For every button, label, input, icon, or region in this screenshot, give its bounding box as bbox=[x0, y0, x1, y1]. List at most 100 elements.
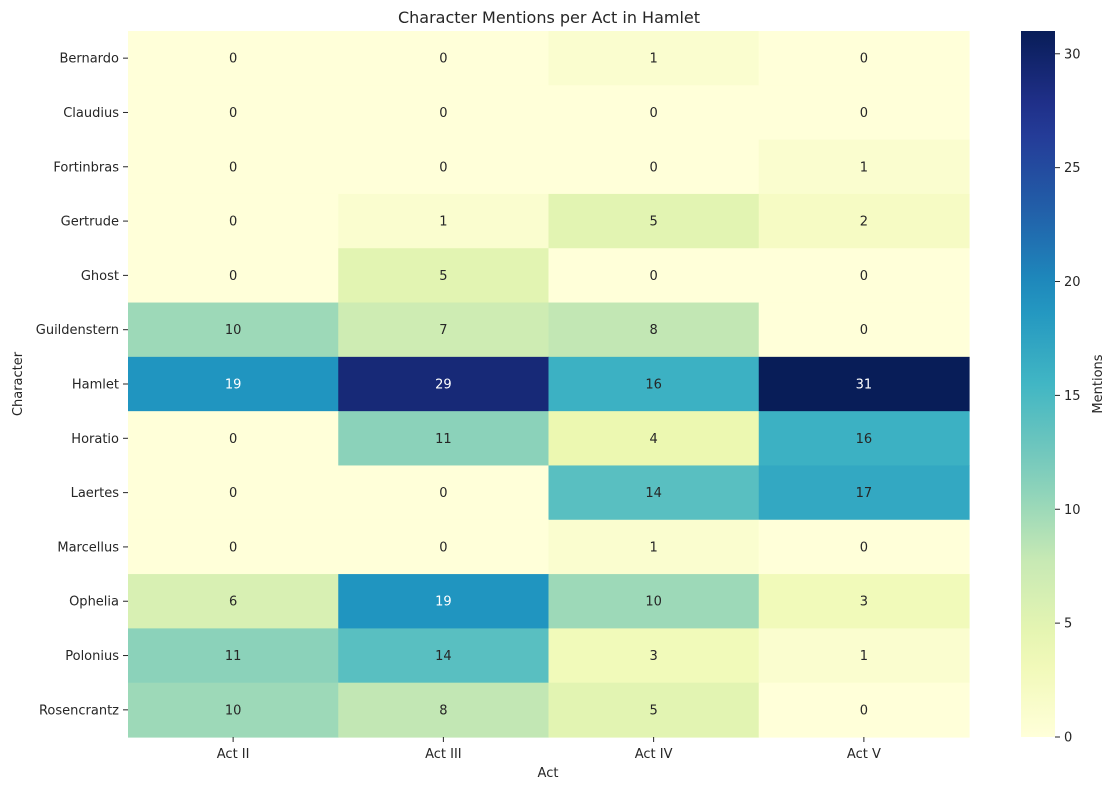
heatmap-cell bbox=[128, 31, 339, 86]
cell-value-label: 10 bbox=[225, 323, 242, 338]
cell-value-label: 0 bbox=[439, 486, 447, 501]
heatmap-cell bbox=[128, 193, 339, 249]
colorbar-tick-label: 20 bbox=[1064, 275, 1081, 290]
cell-value-label: 0 bbox=[860, 52, 868, 67]
x-tick-label: Act IV bbox=[635, 747, 673, 762]
cell-value-label: 5 bbox=[649, 703, 657, 718]
y-tick-label: Polonius bbox=[65, 649, 119, 664]
y-tick-label: Gertrude bbox=[61, 215, 119, 230]
cell-value-label: 0 bbox=[229, 160, 237, 175]
heatmap-cell bbox=[548, 139, 760, 195]
colorbar-label: Mentions bbox=[1091, 354, 1106, 413]
cell-value-label: 1 bbox=[649, 540, 657, 555]
cell-value-label: 1 bbox=[649, 52, 657, 67]
cell-value-label: 0 bbox=[229, 432, 237, 447]
heatmap-cell bbox=[758, 85, 970, 141]
x-tick-label: Act II bbox=[217, 747, 250, 762]
heatmap-cell bbox=[128, 356, 339, 412]
heatmap-cell bbox=[128, 465, 339, 521]
cell-value-label: 0 bbox=[229, 215, 237, 230]
cell-value-label: 4 bbox=[649, 432, 657, 447]
heatmap-cell bbox=[758, 465, 970, 521]
y-tick-label: Rosencrantz bbox=[39, 703, 119, 718]
heatmap-cell bbox=[548, 193, 760, 249]
y-axis-label: Character bbox=[11, 351, 26, 416]
cell-value-label: 1 bbox=[860, 649, 868, 664]
heatmap-cell bbox=[548, 85, 760, 141]
cell-value-label: 0 bbox=[229, 540, 237, 555]
y-tick-label: Guildenstern bbox=[36, 323, 119, 338]
cell-value-label: 8 bbox=[439, 703, 447, 718]
cell-value-label: 5 bbox=[649, 215, 657, 230]
y-tick-label: Bernardo bbox=[59, 52, 119, 67]
heatmap-cell bbox=[758, 682, 970, 738]
y-tick-label: Claudius bbox=[63, 106, 119, 121]
cell-value-label: 0 bbox=[439, 540, 447, 555]
cell-value-label: 0 bbox=[229, 106, 237, 121]
colorbar-tick-label: 10 bbox=[1064, 503, 1081, 518]
heatmap-cell bbox=[548, 465, 760, 521]
cell-value-label: 1 bbox=[860, 160, 868, 175]
heatmap-cell bbox=[548, 574, 760, 629]
heatmap-cell bbox=[128, 574, 339, 629]
heatmap-cell bbox=[128, 85, 339, 141]
heatmap-cell bbox=[548, 31, 760, 86]
cell-value-label: 11 bbox=[435, 432, 452, 447]
heatmap-cell bbox=[758, 519, 970, 575]
heatmap-cell bbox=[758, 248, 970, 304]
cell-value-label: 1 bbox=[439, 215, 447, 230]
cell-value-label: 0 bbox=[439, 52, 447, 67]
cell-value-label: 14 bbox=[435, 649, 452, 664]
heatmap-cell bbox=[128, 411, 339, 467]
cell-value-label: 0 bbox=[649, 160, 657, 175]
heatmap-cell bbox=[758, 628, 970, 684]
cell-value-label: 0 bbox=[860, 323, 868, 338]
cell-value-label: 6 bbox=[229, 595, 237, 610]
cell-value-label: 3 bbox=[649, 649, 657, 664]
cell-value-label: 0 bbox=[439, 106, 447, 121]
colorbar bbox=[1021, 31, 1055, 737]
heatmap-cell bbox=[338, 465, 550, 521]
cell-value-label: 0 bbox=[649, 269, 657, 284]
cell-value-label: 0 bbox=[860, 703, 868, 718]
heatmap-cell bbox=[128, 302, 339, 358]
y-axis-ticks: Bernardo Claudius Fortinbras Gertrude Ghost G… bbox=[36, 52, 128, 718]
heatmap-cell bbox=[128, 628, 339, 684]
heatmap-cell bbox=[338, 519, 550, 575]
cell-value-label: 31 bbox=[856, 378, 873, 393]
heatmap-cell bbox=[758, 139, 970, 195]
heatmap-cell bbox=[548, 248, 760, 304]
cell-value-label: 0 bbox=[439, 160, 447, 175]
heatmap-cell bbox=[338, 574, 550, 629]
heatmap-cell bbox=[128, 682, 339, 738]
y-tick-label: Fortinbras bbox=[53, 160, 119, 175]
heatmap-cell bbox=[338, 248, 550, 304]
cell-value-label: 10 bbox=[225, 703, 242, 718]
x-tick-label: Act III bbox=[425, 747, 462, 762]
heatmap-cell bbox=[338, 85, 550, 141]
heatmap-cell bbox=[758, 31, 970, 86]
cell-value-label: 29 bbox=[435, 378, 452, 393]
cell-value-label: 17 bbox=[856, 486, 873, 501]
cell-value-label: 0 bbox=[229, 269, 237, 284]
heatmap-cell bbox=[338, 356, 550, 412]
cell-value-label: 16 bbox=[645, 378, 662, 393]
y-tick-label: Marcellus bbox=[57, 540, 119, 555]
heatmap-cell bbox=[338, 302, 550, 358]
y-tick-label: Ophelia bbox=[69, 595, 119, 610]
y-tick-label: Laertes bbox=[71, 486, 120, 501]
x-tick-label: Act V bbox=[847, 747, 881, 762]
colorbar-tick-label: 0 bbox=[1064, 731, 1072, 746]
heatmap-cell bbox=[338, 193, 550, 249]
colorbar-tick-label: 5 bbox=[1064, 617, 1072, 632]
colorbar-tick-label: 25 bbox=[1064, 161, 1081, 176]
heatmap-cell bbox=[338, 31, 550, 86]
y-tick-label: Horatio bbox=[71, 432, 119, 447]
cell-value-label: 0 bbox=[229, 52, 237, 67]
y-tick-label: Ghost bbox=[81, 269, 119, 284]
heatmap-cell bbox=[338, 411, 550, 467]
heatmap-cell bbox=[548, 302, 760, 358]
cell-value-label: 0 bbox=[860, 106, 868, 121]
cell-value-labels: 0 0 1 00 0 0 00 0 0 10 1 5 20 5 0 010 7 8 019 29 16 310 11 4 160… bbox=[225, 52, 872, 719]
